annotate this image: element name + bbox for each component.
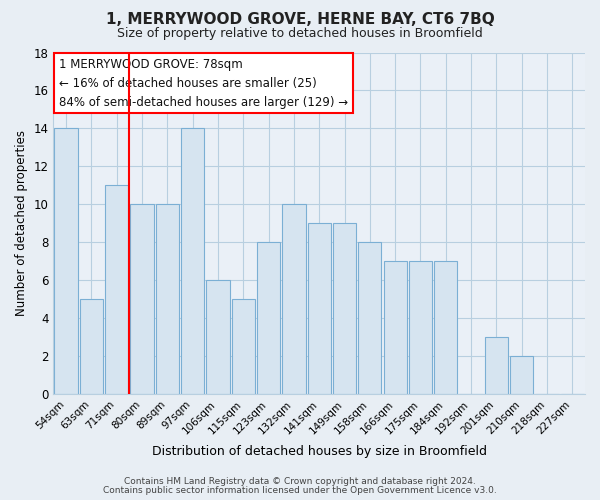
Bar bbox=[434, 262, 457, 394]
Bar bbox=[155, 204, 179, 394]
Bar bbox=[485, 338, 508, 394]
X-axis label: Distribution of detached houses by size in Broomfield: Distribution of detached houses by size … bbox=[152, 444, 487, 458]
Bar bbox=[308, 224, 331, 394]
Bar bbox=[257, 242, 280, 394]
Bar bbox=[383, 262, 407, 394]
Y-axis label: Number of detached properties: Number of detached properties bbox=[15, 130, 28, 316]
Text: 1 MERRYWOOD GROVE: 78sqm
← 16% of detached houses are smaller (25)
84% of semi-d: 1 MERRYWOOD GROVE: 78sqm ← 16% of detach… bbox=[59, 58, 348, 108]
Bar bbox=[55, 128, 78, 394]
Bar bbox=[333, 224, 356, 394]
Bar bbox=[181, 128, 204, 394]
Bar bbox=[80, 300, 103, 394]
Text: Size of property relative to detached houses in Broomfield: Size of property relative to detached ho… bbox=[117, 28, 483, 40]
Bar bbox=[409, 262, 432, 394]
Bar bbox=[232, 300, 255, 394]
Bar bbox=[510, 356, 533, 395]
Text: Contains HM Land Registry data © Crown copyright and database right 2024.: Contains HM Land Registry data © Crown c… bbox=[124, 477, 476, 486]
Bar bbox=[358, 242, 382, 394]
Text: 1, MERRYWOOD GROVE, HERNE BAY, CT6 7BQ: 1, MERRYWOOD GROVE, HERNE BAY, CT6 7BQ bbox=[106, 12, 494, 28]
Bar bbox=[105, 186, 128, 394]
Bar bbox=[130, 204, 154, 394]
Bar bbox=[206, 280, 230, 394]
Text: Contains public sector information licensed under the Open Government Licence v3: Contains public sector information licen… bbox=[103, 486, 497, 495]
Bar bbox=[282, 204, 305, 394]
